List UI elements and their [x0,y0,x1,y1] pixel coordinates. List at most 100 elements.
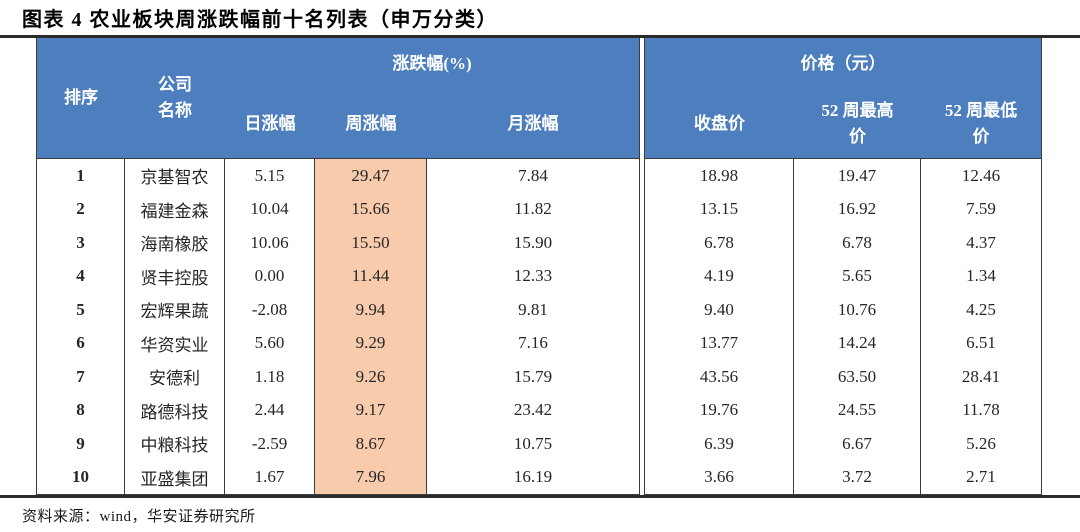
table-row-left: 9 中粮科技 -2.59 8.67 10.75 [37,427,639,461]
table-row-left: 8 路德科技 2.44 9.17 23.42 [37,393,639,427]
cell-rank: 3 [37,226,125,260]
cell-close: 3.66 [645,460,794,494]
header-company-name: 公司 名称 [125,38,225,158]
cell-low52: 4.37 [966,232,996,252]
header-company-line1: 公司 [158,75,192,94]
cell-company: 福建金森 [125,192,225,226]
cell-week: 15.66 [315,192,427,226]
header-week-change: 周涨幅 [345,114,397,133]
cell-month: 15.79 [513,366,553,386]
cell-day: 2.44 [225,393,315,427]
table-row-right: 4.19 5.65 1.34 [645,259,1041,293]
cell-week: 9.29 [315,326,427,360]
cell-close: 43.56 [645,360,794,394]
change-table-body: 1 京基智农 5.15 29.47 7.84 2 福建金森 10.04 15.66 11.82 3 海… [37,158,639,494]
cell-company: 中粮科技 [125,427,225,461]
cell-close: 13.15 [645,192,794,226]
cell-low52: 6.51 [966,333,996,353]
cell-week: 29.47 [315,159,427,193]
header-price-group: 价格（元） [800,54,886,73]
cell-day: 5.15 [225,159,315,193]
table-row-left: 5 宏辉果蔬 -2.08 9.94 9.81 [37,293,639,327]
source-note: 资料来源：wind，华安证券研究所 [22,509,256,525]
cell-high52: 3.72 [794,460,921,494]
header-day-change: 日涨幅 [244,114,296,133]
cell-day: 1.67 [225,460,315,494]
cell-week: 7.96 [315,460,427,494]
top-rule [0,35,1080,38]
header-52w-high-line1: 52 周最高 [821,101,894,120]
cell-close: 18.98 [645,159,794,193]
cell-close: 6.78 [645,226,794,260]
cell-high52: 6.67 [794,427,921,461]
table-row-right: 13.15 16.92 7.59 [645,192,1041,226]
section-gap [640,38,644,495]
table-row-right: 43.56 63.50 28.41 [645,360,1041,394]
cell-company: 京基智农 [125,159,225,193]
header-change-group: 涨跌幅(%) [392,54,472,73]
cell-week: 9.94 [315,293,427,327]
cell-day: 10.06 [225,226,315,260]
cell-week: 9.17 [315,393,427,427]
cell-close: 13.77 [645,326,794,360]
cell-week: 8.67 [315,427,427,461]
header-rank: 排序 [64,88,98,107]
header-close-price: 收盘价 [694,114,745,133]
cell-company: 海南橡胶 [125,226,225,260]
cell-month: 12.33 [513,266,553,286]
cell-low52: 2.71 [966,467,996,487]
header-52w-low-line1: 52 周最低 [944,101,1018,120]
table-row-right: 19.76 24.55 11.78 [645,393,1041,427]
table-row-left: 4 贤丰控股 0.00 11.44 12.33 [37,259,639,293]
cell-company: 路德科技 [125,393,225,427]
cell-high52: 19.47 [794,159,921,193]
header-month-change: 月涨幅 [507,114,559,133]
cell-rank: 4 [37,259,125,293]
table-row-right: 6.78 6.78 4.37 [645,226,1041,260]
header-52w-high: 52 周最高 价 [794,90,921,158]
cell-high52: 10.76 [794,293,921,327]
cell-week: 11.44 [315,259,427,293]
cell-company: 宏辉果蔬 [125,293,225,327]
change-section-header: 排序 公司 名称 涨跌幅(%) 日涨幅 周涨幅 月涨幅 [37,38,639,158]
cell-high52: 24.55 [794,393,921,427]
header-company-line2: 名称 [158,101,192,120]
cell-month: 7.84 [518,165,548,185]
cell-rank: 2 [37,192,125,226]
cell-low52: 1.34 [966,266,996,286]
table-row-right: 18.98 19.47 12.46 [645,159,1041,193]
cell-rank: 8 [37,393,125,427]
cell-high52: 5.65 [794,259,921,293]
cell-day: -2.08 [225,293,315,327]
header-52w-low: 52 周最低 价 [921,90,1041,158]
cell-month: 15.90 [513,232,553,252]
cell-month: 11.82 [514,199,552,219]
header-52w-high-line2: 价 [849,127,866,146]
cell-high52: 6.78 [794,226,921,260]
cell-company: 贤丰控股 [125,259,225,293]
cell-close: 9.40 [645,293,794,327]
header-52w-low-line2: 价 [972,127,990,146]
cell-low52: 12.46 [961,165,1001,185]
cell-company: 华资实业 [125,326,225,360]
cell-day: 1.18 [225,360,315,394]
cell-low52: 5.26 [966,433,996,453]
cell-rank: 7 [37,360,125,394]
bottom-rule [0,495,1080,498]
table-row-left: 1 京基智农 5.15 29.47 7.84 [37,159,639,193]
cell-low52: 28.41 [961,366,1001,386]
cell-rank: 9 [37,427,125,461]
cell-rank: 1 [37,159,125,193]
cell-day: 10.04 [225,192,315,226]
cell-month: 10.75 [513,433,553,453]
table-row-left: 2 福建金森 10.04 15.66 11.82 [37,192,639,226]
cell-rank: 10 [37,460,125,494]
cell-day: 0.00 [225,259,315,293]
cell-month: 7.16 [518,333,548,353]
cell-day: -2.59 [225,427,315,461]
table-row-left: 6 华资实业 5.60 9.29 7.16 [37,326,639,360]
stock-table: 排序 公司 名称 涨跌幅(%) 日涨幅 周涨幅 月涨幅 1 京基智农 5.15 29.… [36,38,1042,495]
cell-high52: 14.24 [794,326,921,360]
cell-close: 19.76 [645,393,794,427]
